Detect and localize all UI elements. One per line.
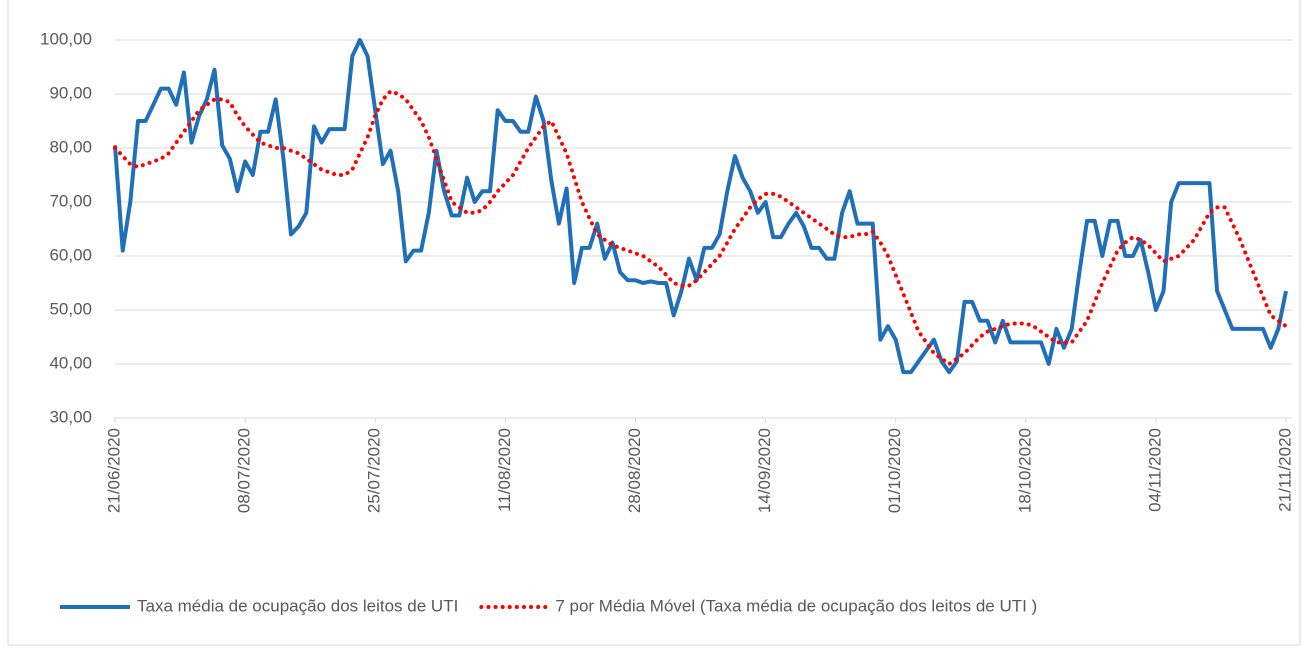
y-tick-label: 100,00 [40,29,92,48]
y-tick-label: 70,00 [49,191,92,210]
x-tick-label: 25/07/2020 [365,428,384,513]
y-tick-label: 90,00 [49,83,92,102]
x-tick-label: 08/07/2020 [235,428,254,513]
legend-label: Taxa média de ocupação dos leitos de UTI [137,596,458,615]
series-line [113,38,1288,375]
y-tick-label: 40,00 [49,353,92,372]
x-tick-label: 11/08/2020 [495,428,514,512]
x-tick-label: 18/10/2020 [1015,428,1034,513]
y-tick-label: 30,00 [49,407,92,426]
y-tick-label: 60,00 [49,245,92,264]
x-tick-label: 04/11/2020 [1145,428,1164,512]
legend-label: 7 por Média Móvel (Taxa média de ocupaçã… [555,596,1037,615]
chart-border [7,0,1301,646]
y-tick-label: 80,00 [49,137,92,156]
x-tick-label: 14/09/2020 [755,428,774,513]
x-tick-label: 01/10/2020 [885,428,904,513]
y-tick-label: 50,00 [49,299,92,318]
x-tick-label: 28/08/2020 [625,428,644,513]
series-line [113,89,1288,366]
x-tick-label: 21/11/2020 [1275,428,1294,512]
x-tick-label: 21/06/2020 [104,428,123,513]
